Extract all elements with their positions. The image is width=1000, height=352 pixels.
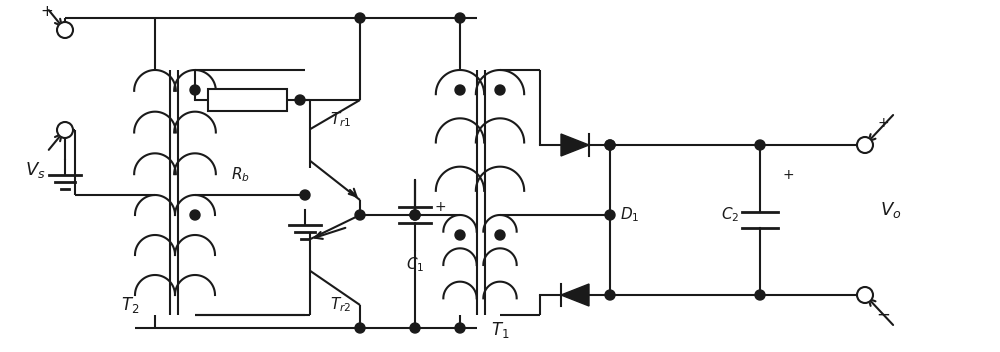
Circle shape	[495, 85, 505, 95]
Circle shape	[495, 230, 505, 240]
Circle shape	[410, 323, 420, 333]
Polygon shape	[561, 284, 589, 306]
Circle shape	[190, 85, 200, 95]
Circle shape	[355, 13, 365, 23]
Text: $C_2$: $C_2$	[721, 206, 739, 224]
Circle shape	[605, 140, 615, 150]
Circle shape	[857, 137, 873, 153]
Circle shape	[295, 95, 305, 105]
Circle shape	[455, 85, 465, 95]
Text: $T_2$: $T_2$	[121, 295, 139, 315]
Text: +: +	[877, 116, 889, 130]
Text: $T_1$: $T_1$	[491, 320, 509, 340]
Circle shape	[455, 230, 465, 240]
Circle shape	[755, 290, 765, 300]
Circle shape	[355, 210, 365, 220]
Circle shape	[455, 323, 465, 333]
Circle shape	[605, 140, 615, 150]
Text: $T_{r2}$: $T_{r2}$	[330, 296, 351, 314]
Circle shape	[57, 122, 73, 138]
Text: $V_s$: $V_s$	[25, 160, 46, 180]
Text: $D_1$: $D_1$	[620, 206, 639, 224]
Circle shape	[857, 287, 873, 303]
Text: $C_1$: $C_1$	[406, 256, 424, 274]
Circle shape	[410, 210, 420, 220]
Text: $T_{r1}$: $T_{r1}$	[330, 111, 351, 129]
Text: +: +	[41, 5, 53, 19]
Circle shape	[355, 323, 365, 333]
Circle shape	[605, 290, 615, 300]
Circle shape	[455, 13, 465, 23]
Circle shape	[605, 210, 615, 220]
Circle shape	[755, 140, 765, 150]
Text: −: −	[876, 306, 890, 324]
Polygon shape	[561, 134, 589, 156]
Circle shape	[190, 210, 200, 220]
Text: +: +	[782, 168, 794, 182]
Bar	[208, 89, 287, 111]
Text: $R_b$: $R_b$	[231, 166, 249, 184]
Text: +: +	[434, 200, 446, 214]
Circle shape	[410, 210, 420, 220]
Text: $V_o$: $V_o$	[880, 200, 901, 220]
Circle shape	[300, 190, 310, 200]
Circle shape	[57, 22, 73, 38]
